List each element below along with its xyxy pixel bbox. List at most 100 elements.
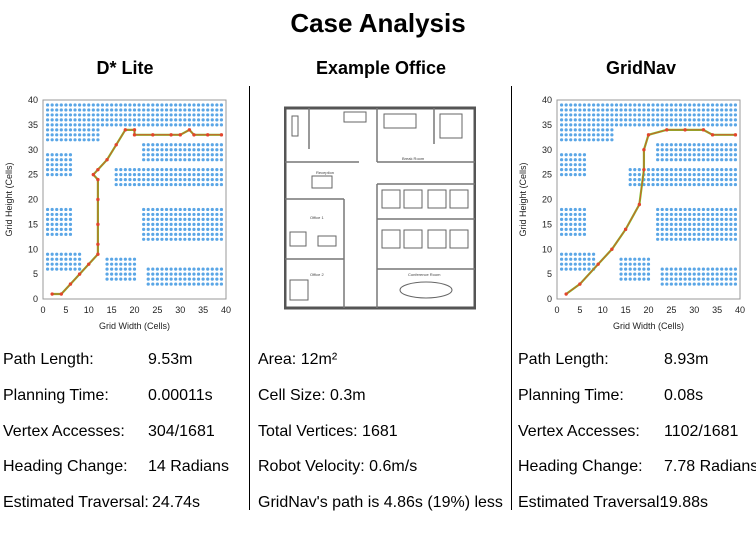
y-tick-label: 20 bbox=[542, 195, 552, 205]
path-point bbox=[50, 292, 54, 296]
y-tick-label: 20 bbox=[28, 195, 38, 205]
office1-label: Office 1 bbox=[310, 215, 324, 220]
stat-row: Robot Velocity: 0.6m/s bbox=[258, 455, 508, 491]
x-tick-label: 5 bbox=[577, 305, 582, 315]
office-column-title: Example Office bbox=[315, 58, 447, 78]
stat-row: Total Vertices: 1681 bbox=[258, 420, 508, 456]
stat-row: Vertex Accesses: 1102/1681 bbox=[518, 420, 756, 456]
path-point bbox=[123, 128, 128, 132]
path-point bbox=[642, 148, 646, 152]
path-point bbox=[596, 262, 600, 266]
stat-value: 8.93m bbox=[664, 351, 709, 368]
stat-text: Cell Size: 0.3m bbox=[258, 386, 366, 404]
path-point bbox=[178, 133, 182, 137]
office2-label: Office 2 bbox=[310, 272, 324, 277]
page-title: Case Analysis bbox=[290, 8, 466, 38]
dstar-stats: Path Length: 9.53m Planning Time: 0.00011s… bbox=[3, 348, 248, 527]
conference-room-label: Conference Room bbox=[408, 272, 441, 277]
x-tick-label: 35 bbox=[712, 305, 722, 315]
path-point bbox=[642, 167, 646, 172]
y-tick-label: 0 bbox=[547, 294, 552, 304]
stat-value: 7.78 Radians bbox=[664, 458, 756, 476]
stat-text: Total Vertices: 1681 bbox=[258, 422, 398, 440]
stat-row: Vertex Accesses: 304/1681 bbox=[3, 420, 248, 456]
path-point bbox=[206, 133, 210, 137]
y-tick-label: 15 bbox=[28, 219, 38, 229]
path-point bbox=[578, 282, 582, 286]
x-tick-label: 35 bbox=[198, 305, 208, 315]
path-point bbox=[77, 272, 82, 276]
stat-row: Estimated Traversal: 24.74s bbox=[3, 491, 248, 527]
path-point bbox=[637, 202, 642, 207]
gridnav-column-title: GridNav bbox=[605, 58, 677, 78]
stat-value: 19.88s bbox=[660, 494, 709, 512]
x-tick-label: 40 bbox=[735, 305, 745, 315]
stat-text: Robot Velocity: 0.6m/s bbox=[258, 458, 418, 476]
path-point bbox=[701, 128, 706, 132]
path-point bbox=[564, 292, 568, 296]
stat-row: Area: 12m² bbox=[258, 348, 508, 384]
stat-row: Planning Time: 0.08s bbox=[518, 384, 756, 420]
path-point bbox=[646, 133, 651, 137]
stat-label: Vertex Accesses: bbox=[518, 422, 640, 440]
gridnav-stats: Path Length: 8.93m Planning Time: 0.08s Ve… bbox=[518, 348, 756, 527]
stat-label: Heading Change: bbox=[3, 458, 128, 476]
path-point bbox=[87, 262, 91, 266]
path-point bbox=[96, 177, 100, 182]
path-point bbox=[169, 133, 173, 137]
x-tick-label: 20 bbox=[643, 305, 653, 315]
stat-label: Planning Time: bbox=[518, 386, 624, 404]
path-line-inner bbox=[52, 129, 222, 295]
path-point bbox=[96, 222, 100, 227]
path-point bbox=[68, 282, 73, 286]
path-point bbox=[91, 172, 96, 177]
obstacle-markers bbox=[559, 103, 738, 286]
stat-row: GridNav's path is 4.86s (19%) less bbox=[258, 491, 508, 527]
obstacle-markers bbox=[45, 103, 224, 286]
stat-label: Estimated Traversal: bbox=[518, 494, 664, 512]
stat-label: Path Length: bbox=[3, 351, 94, 368]
path-point bbox=[59, 292, 63, 296]
y-axis-label: Grid Height (Cells) bbox=[518, 162, 528, 236]
stat-row: Cell Size: 0.3m bbox=[258, 384, 508, 420]
stat-label: Estimated Traversal: bbox=[3, 494, 149, 512]
stat-row: Heading Change: 14 Radians bbox=[3, 455, 248, 491]
path-point bbox=[665, 128, 669, 132]
path-point bbox=[96, 242, 100, 246]
x-tick-label: 5 bbox=[63, 305, 68, 315]
y-tick-label: 0 bbox=[33, 294, 38, 304]
stat-value: 24.74s bbox=[152, 494, 201, 512]
stat-label: Planning Time: bbox=[3, 386, 109, 404]
stat-text: Area: 12m² bbox=[258, 351, 338, 368]
stat-row: Estimated Traversal: 19.88s bbox=[518, 491, 756, 527]
path-point bbox=[96, 167, 100, 172]
stat-value: 304/1681 bbox=[148, 422, 215, 440]
x-tick-label: 25 bbox=[666, 305, 676, 315]
y-axis-label: Grid Height (Cells) bbox=[4, 162, 14, 236]
break-room-label: Break Room bbox=[402, 156, 425, 161]
path-point bbox=[114, 143, 118, 147]
office-stats: Area: 12m² Cell Size: 0.3m Total Vertice… bbox=[258, 348, 508, 527]
stat-row: Path Length: 9.53m bbox=[3, 348, 248, 384]
x-tick-label: 0 bbox=[40, 305, 45, 315]
x-tick-label: 30 bbox=[689, 305, 699, 315]
stat-row: Heading Change: 7.78 Radians bbox=[518, 455, 756, 491]
x-axis-label: Grid Width (Cells) bbox=[613, 321, 684, 331]
x-tick-label: 10 bbox=[84, 305, 94, 315]
x-tick-label: 15 bbox=[621, 305, 631, 315]
stat-label: Path Length: bbox=[518, 351, 609, 368]
y-tick-label: 10 bbox=[542, 244, 552, 254]
stat-row: Planning Time: 0.00011s bbox=[3, 384, 248, 420]
column-divider-left bbox=[249, 86, 250, 510]
y-tick-label: 15 bbox=[542, 219, 552, 229]
x-tick-label: 15 bbox=[107, 305, 117, 315]
column-divider-right bbox=[511, 86, 512, 510]
stat-label: Heading Change: bbox=[518, 458, 643, 476]
y-tick-label: 35 bbox=[542, 120, 552, 130]
path-point bbox=[132, 128, 137, 132]
dstar-column-title: D* Lite bbox=[96, 58, 154, 78]
y-tick-label: 25 bbox=[542, 170, 552, 180]
path-point bbox=[623, 227, 628, 232]
path-point bbox=[105, 158, 109, 162]
path-point bbox=[96, 197, 100, 202]
